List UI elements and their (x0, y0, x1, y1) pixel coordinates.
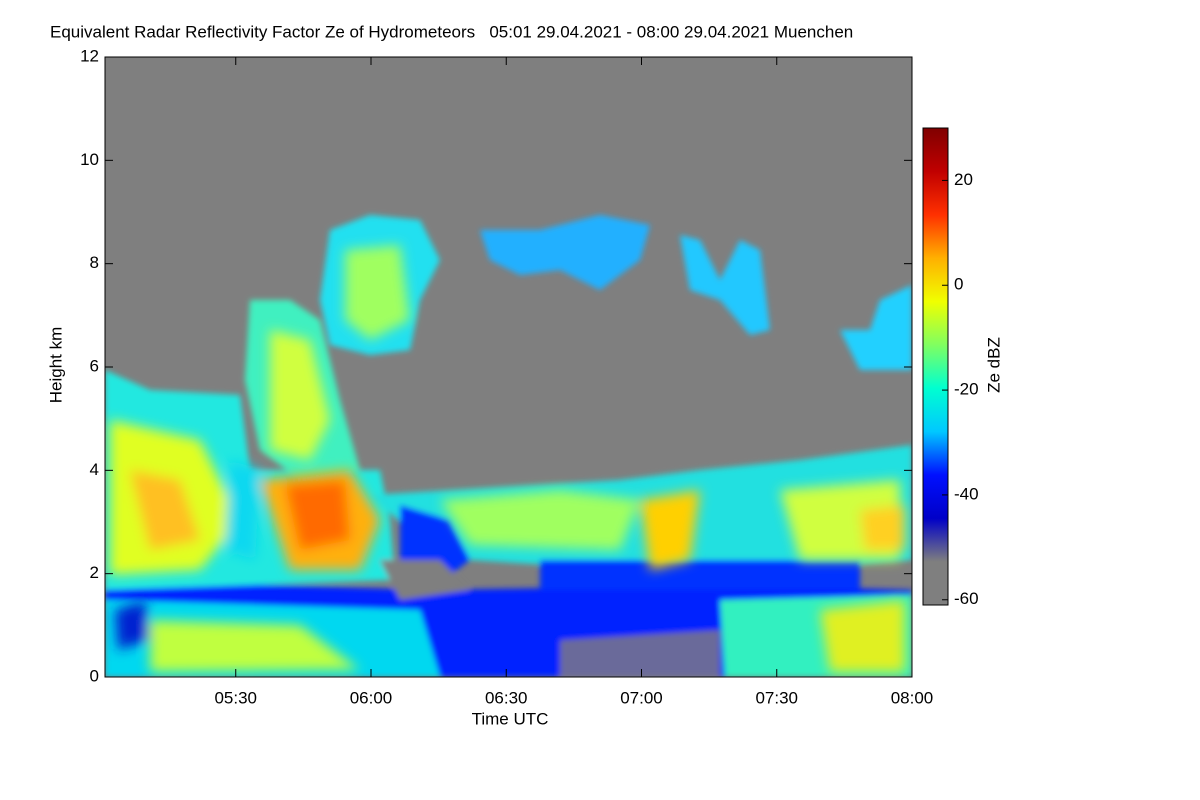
y-tick-label: 0 (90, 666, 99, 685)
x-tick-label: 06:00 (350, 688, 393, 707)
y-tick-label: 12 (80, 46, 99, 65)
colorbar-tick-label: -60 (954, 589, 979, 608)
reflectivity-field (105, 215, 912, 677)
colorbar-tick-label: -40 (954, 484, 979, 503)
colorbar-label: Ze dBZ (984, 337, 1003, 393)
colorbar-tick-label: -20 (954, 380, 979, 399)
x-axis-label: Time UTC (472, 709, 549, 728)
y-axis-label: Height km (46, 327, 65, 404)
y-tick-label: 2 (90, 563, 99, 582)
x-tick-label: 05:30 (214, 688, 257, 707)
colorbar-tick-label: 0 (954, 275, 963, 294)
x-tick-label: 07:30 (755, 688, 798, 707)
x-tick-label: 08:00 (891, 688, 934, 707)
y-tick-label: 6 (90, 356, 99, 375)
colorbar (922, 127, 949, 606)
x-tick-label: 07:00 (620, 688, 663, 707)
colorbar-tick-label: 20 (954, 170, 973, 189)
chart-title: Equivalent Radar Reflectivity Factor Ze … (50, 22, 853, 41)
y-tick-label: 8 (90, 253, 99, 272)
y-tick-label: 10 (80, 150, 99, 169)
x-tick-label: 06:30 (485, 688, 528, 707)
y-tick-label: 4 (90, 460, 99, 479)
